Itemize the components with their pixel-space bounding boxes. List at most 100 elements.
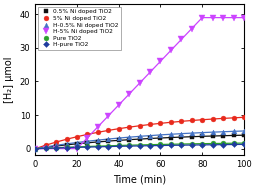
5% Ni doped TiO2 <box>232 117 235 119</box>
H-5% Ni doped TiO2 <box>117 104 120 106</box>
H-5% Ni doped TiO2 <box>148 71 152 73</box>
0.5% Ni doped TiO2 <box>232 134 235 137</box>
H-0.5% Ni doped TiO2 <box>117 137 120 139</box>
Line: 0.5% Ni doped TiO2: 0.5% Ni doped TiO2 <box>33 133 246 151</box>
5% Ni doped TiO2 <box>138 125 141 127</box>
H-0.5% Ni doped TiO2 <box>180 132 183 135</box>
0.5% Ni doped TiO2 <box>138 138 141 140</box>
H-pure TiO2 <box>169 144 173 146</box>
5% Ni doped TiO2 <box>190 119 193 122</box>
H-5% Ni doped TiO2 <box>221 16 225 19</box>
H-5% Ni doped TiO2 <box>159 60 162 62</box>
H-pure TiO2 <box>232 143 235 146</box>
Pure TiO2 <box>34 148 37 150</box>
0.5% Ni doped TiO2 <box>169 136 173 139</box>
H-0.5% Ni doped TiO2 <box>190 132 193 134</box>
H-pure TiO2 <box>34 148 37 150</box>
H-5% Ni doped TiO2 <box>211 16 214 19</box>
H-5% Ni doped TiO2 <box>169 49 173 52</box>
Pure TiO2 <box>211 142 214 145</box>
H-pure TiO2 <box>65 146 68 149</box>
5% Ni doped TiO2 <box>55 141 58 143</box>
5% Ni doped TiO2 <box>96 131 99 133</box>
H-0.5% Ni doped TiO2 <box>201 132 204 134</box>
H-0.5% Ni doped TiO2 <box>76 141 79 144</box>
H-0.5% Ni doped TiO2 <box>86 140 89 142</box>
X-axis label: Time (min): Time (min) <box>113 175 166 185</box>
5% Ni doped TiO2 <box>169 121 173 123</box>
5% Ni doped TiO2 <box>159 122 162 125</box>
H-pure TiO2 <box>190 144 193 146</box>
Pure TiO2 <box>96 145 99 147</box>
0.5% Ni doped TiO2 <box>107 140 110 142</box>
H-pure TiO2 <box>117 145 120 147</box>
Pure TiO2 <box>55 147 58 149</box>
H-pure TiO2 <box>44 147 47 149</box>
Y-axis label: [H₂] μmol: [H₂] μmol <box>4 57 14 103</box>
5% Ni doped TiO2 <box>201 119 204 121</box>
H-pure TiO2 <box>127 145 131 147</box>
Pure TiO2 <box>180 143 183 145</box>
0.5% Ni doped TiO2 <box>86 142 89 144</box>
H-0.5% Ni doped TiO2 <box>242 130 246 132</box>
5% Ni doped TiO2 <box>242 116 246 119</box>
0.5% Ni doped TiO2 <box>96 141 99 143</box>
5% Ni doped TiO2 <box>44 144 47 146</box>
H-pure TiO2 <box>201 144 204 146</box>
H-0.5% Ni doped TiO2 <box>55 144 58 146</box>
H-5% Ni doped TiO2 <box>65 148 68 150</box>
5% Ni doped TiO2 <box>221 117 225 119</box>
0.5% Ni doped TiO2 <box>159 137 162 139</box>
H-0.5% Ni doped TiO2 <box>169 133 173 135</box>
H-5% Ni doped TiO2 <box>44 148 47 150</box>
H-5% Ni doped TiO2 <box>34 148 37 150</box>
0.5% Ni doped TiO2 <box>211 135 214 137</box>
0.5% Ni doped TiO2 <box>127 139 131 141</box>
H-pure TiO2 <box>138 145 141 147</box>
Pure TiO2 <box>86 145 89 148</box>
Pure TiO2 <box>44 147 47 149</box>
0.5% Ni doped TiO2 <box>180 136 183 138</box>
H-5% Ni doped TiO2 <box>107 115 110 117</box>
H-pure TiO2 <box>96 146 99 148</box>
H-0.5% Ni doped TiO2 <box>232 130 235 132</box>
Pure TiO2 <box>117 144 120 147</box>
Pure TiO2 <box>148 143 152 146</box>
H-pure TiO2 <box>159 144 162 147</box>
H-pure TiO2 <box>221 143 225 146</box>
Line: H-0.5% Ni doped TiO2: H-0.5% Ni doped TiO2 <box>33 129 246 151</box>
Pure TiO2 <box>159 143 162 146</box>
Pure TiO2 <box>242 142 246 144</box>
H-0.5% Ni doped TiO2 <box>148 134 152 137</box>
0.5% Ni doped TiO2 <box>34 148 37 150</box>
5% Ni doped TiO2 <box>148 123 152 126</box>
Line: 5% Ni doped TiO2: 5% Ni doped TiO2 <box>33 115 246 151</box>
0.5% Ni doped TiO2 <box>242 134 246 136</box>
H-0.5% Ni doped TiO2 <box>44 146 47 148</box>
Pure TiO2 <box>169 143 173 145</box>
H-5% Ni doped TiO2 <box>55 148 58 150</box>
5% Ni doped TiO2 <box>107 129 110 132</box>
0.5% Ni doped TiO2 <box>76 143 79 145</box>
H-0.5% Ni doped TiO2 <box>221 131 225 133</box>
H-0.5% Ni doped TiO2 <box>211 131 214 133</box>
5% Ni doped TiO2 <box>127 126 131 128</box>
H-5% Ni doped TiO2 <box>138 82 141 84</box>
Pure TiO2 <box>65 146 68 148</box>
H-5% Ni doped TiO2 <box>86 137 89 139</box>
0.5% Ni doped TiO2 <box>117 139 120 142</box>
Line: Pure TiO2: Pure TiO2 <box>33 141 246 151</box>
Pure TiO2 <box>190 143 193 145</box>
H-pure TiO2 <box>76 146 79 149</box>
H-5% Ni doped TiO2 <box>201 16 204 19</box>
0.5% Ni doped TiO2 <box>44 146 47 148</box>
H-0.5% Ni doped TiO2 <box>138 135 141 137</box>
Line: H-pure TiO2: H-pure TiO2 <box>33 142 246 151</box>
0.5% Ni doped TiO2 <box>55 145 58 147</box>
H-0.5% Ni doped TiO2 <box>127 136 131 138</box>
0.5% Ni doped TiO2 <box>65 144 68 146</box>
H-5% Ni doped TiO2 <box>180 38 183 41</box>
Pure TiO2 <box>107 145 110 147</box>
H-5% Ni doped TiO2 <box>242 16 246 19</box>
5% Ni doped TiO2 <box>86 133 89 136</box>
